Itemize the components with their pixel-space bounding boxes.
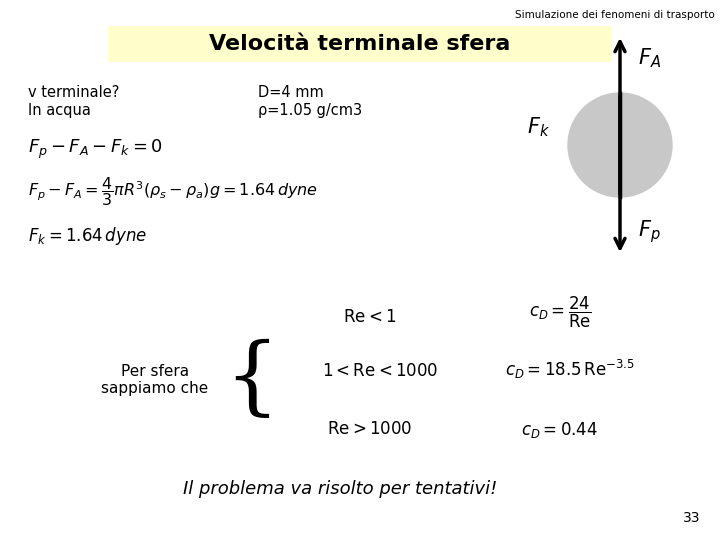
Text: Simulazione dei fenomeni di trasporto: Simulazione dei fenomeni di trasporto — [516, 10, 715, 20]
Text: $F_p - F_A = \dfrac{4}{3}\pi R^3\left(\rho_s - \rho_a\right)g = 1.64\,dyne$: $F_p - F_A = \dfrac{4}{3}\pi R^3\left(\r… — [28, 175, 318, 208]
Text: $c_D = 18.5\,\mathrm{Re}^{-3.5}$: $c_D = 18.5\,\mathrm{Re}^{-3.5}$ — [505, 358, 635, 381]
Text: $F_p$: $F_p$ — [638, 219, 661, 245]
Text: $1 < \mathrm{Re} < 1000$: $1 < \mathrm{Re} < 1000$ — [322, 362, 438, 380]
Text: Per sfera
sappiamo che: Per sfera sappiamo che — [102, 364, 209, 396]
Text: {: { — [225, 339, 279, 422]
Text: In acqua: In acqua — [28, 103, 91, 118]
Text: $c_D = \dfrac{24}{\mathrm{Re}}$: $c_D = \dfrac{24}{\mathrm{Re}}$ — [528, 295, 591, 330]
Text: Il problema va risolto per tentativi!: Il problema va risolto per tentativi! — [183, 480, 498, 498]
Text: Velocità terminale sfera: Velocità terminale sfera — [210, 34, 510, 54]
Text: $F_k$: $F_k$ — [527, 115, 550, 139]
Text: v terminale?: v terminale? — [28, 85, 120, 100]
Text: $F_p - F_A - F_k = 0$: $F_p - F_A - F_k = 0$ — [28, 138, 163, 161]
Text: D=4 mm: D=4 mm — [258, 85, 324, 100]
Text: 33: 33 — [683, 511, 700, 525]
Text: $F_A$: $F_A$ — [638, 46, 661, 70]
FancyBboxPatch shape — [108, 26, 612, 62]
Circle shape — [568, 93, 672, 197]
Text: $\mathrm{Re} < 1$: $\mathrm{Re} < 1$ — [343, 308, 397, 326]
Text: $c_D = 0.44$: $c_D = 0.44$ — [521, 420, 598, 440]
Text: $\mathrm{Re} > 1000$: $\mathrm{Re} > 1000$ — [328, 420, 413, 438]
Text: $F_k = 1.64\,dyne$: $F_k = 1.64\,dyne$ — [28, 225, 148, 247]
Text: ρ=1.05 g/cm3: ρ=1.05 g/cm3 — [258, 103, 362, 118]
